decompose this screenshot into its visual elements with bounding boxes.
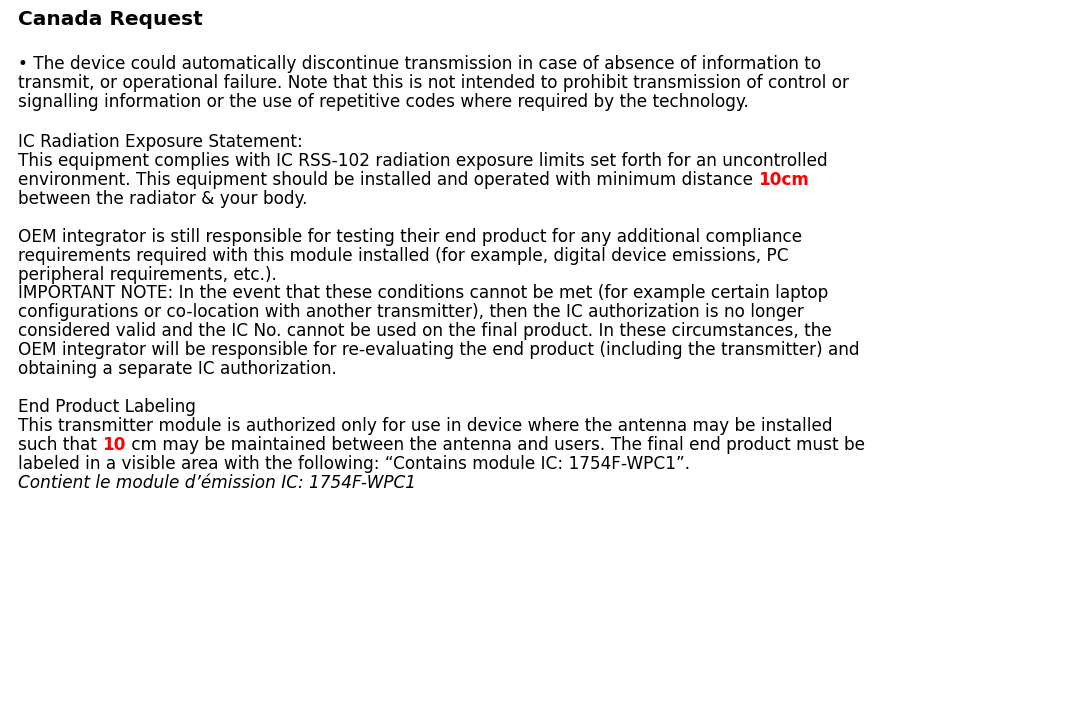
Text: End Product Labeling: End Product Labeling	[19, 398, 196, 416]
Text: cm may be maintained between the antenna and users. The final end product must b: cm may be maintained between the antenna…	[125, 436, 865, 454]
Text: considered valid and the IC No. cannot be used on the final product. In these ci: considered valid and the IC No. cannot b…	[19, 322, 832, 340]
Text: between the radiator & your body.: between the radiator & your body.	[19, 190, 307, 208]
Text: IMPORTANT NOTE: In the event that these conditions cannot be met (for example ce: IMPORTANT NOTE: In the event that these …	[19, 284, 829, 302]
Text: This equipment complies with IC RSS-102 radiation exposure limits set forth for : This equipment complies with IC RSS-102 …	[19, 152, 828, 170]
Text: • The device could automatically discontinue transmission in case of absence of : • The device could automatically discont…	[19, 55, 821, 73]
Text: transmit, or operational failure. Note that this is not intended to prohibit tra: transmit, or operational failure. Note t…	[19, 74, 849, 92]
Text: 10cm: 10cm	[758, 171, 809, 189]
Text: labeled in a visible area with the following: “Contains module IC: 1754F-WPC1”.: labeled in a visible area with the follo…	[19, 455, 690, 473]
Text: Canada Request: Canada Request	[19, 10, 203, 29]
Text: Contient le module d’émission IC: 1754F-WPC1: Contient le module d’émission IC: 1754F-…	[19, 474, 416, 492]
Text: such that: such that	[19, 436, 102, 454]
Text: obtaining a separate IC authorization.: obtaining a separate IC authorization.	[19, 360, 337, 378]
Text: configurations or co-location with another transmitter), then the IC authorizati: configurations or co-location with anoth…	[19, 303, 804, 321]
Text: IC Radiation Exposure Statement:: IC Radiation Exposure Statement:	[19, 133, 303, 151]
Text: 10: 10	[102, 436, 125, 454]
Text: requirements required with this module installed (for example, digital device em: requirements required with this module i…	[19, 247, 788, 265]
Text: signalling information or the use of repetitive codes where required by the tech: signalling information or the use of rep…	[19, 93, 749, 111]
Text: OEM integrator is still responsible for testing their end product for any additi: OEM integrator is still responsible for …	[19, 228, 803, 246]
Text: OEM integrator will be responsible for re-evaluating the end product (including : OEM integrator will be responsible for r…	[19, 341, 859, 359]
Text: environment. This equipment should be installed and operated with minimum distan: environment. This equipment should be in…	[19, 171, 758, 189]
Text: This transmitter module is authorized only for use in device where the antenna m: This transmitter module is authorized on…	[19, 417, 832, 435]
Text: peripheral requirements, etc.).: peripheral requirements, etc.).	[19, 266, 277, 284]
